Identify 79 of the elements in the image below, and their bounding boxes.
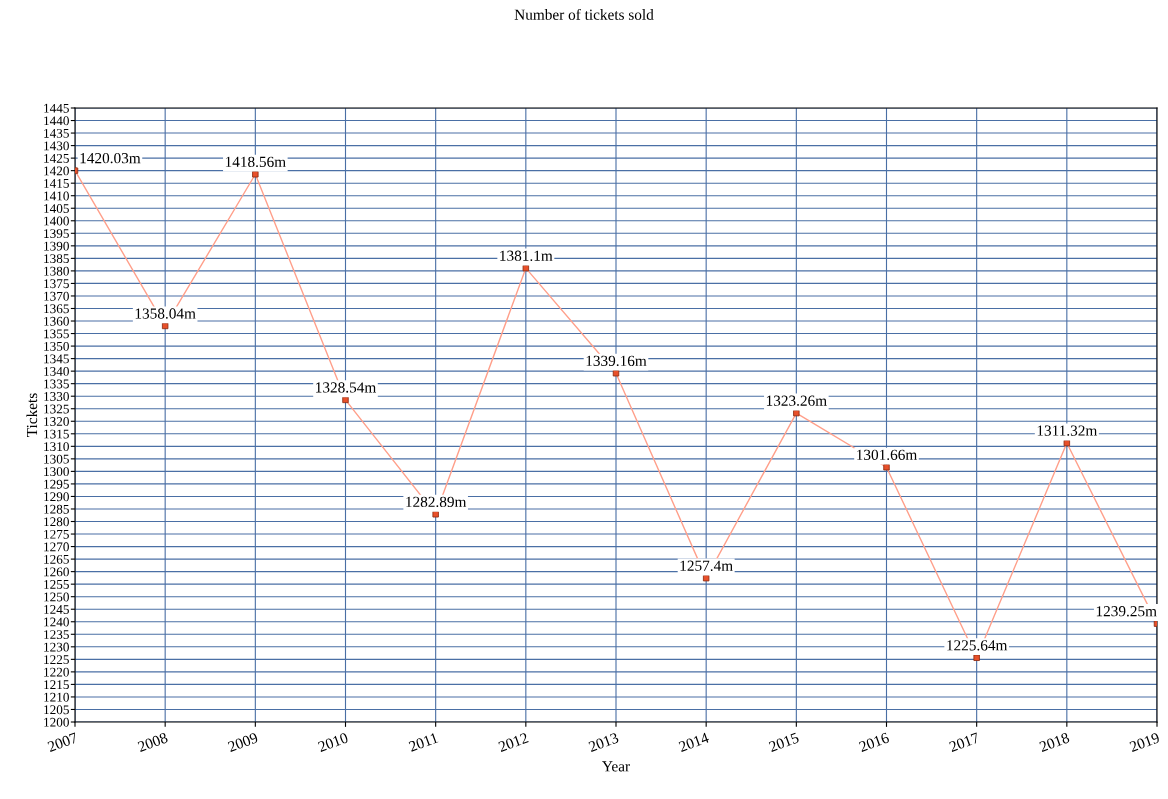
y-tick-label: 1360 [44, 316, 69, 326]
y-tick-label: 1320 [44, 417, 69, 426]
y-tick-label: 1330 [44, 392, 69, 401]
y-tick-label: 1245 [44, 605, 69, 614]
y-tick-label: 1370 [44, 291, 69, 301]
y-tick-label: 1295 [44, 479, 69, 489]
x-tick-label: 2008 [137, 732, 169, 753]
y-tick-label: 1200 [44, 717, 69, 727]
x-tick-label: 2007 [47, 732, 79, 753]
data-label: 1328.54m [316, 382, 377, 393]
x-tick-label: 2013 [588, 732, 620, 753]
y-tick-label: 1215 [44, 680, 69, 690]
y-tick-label: 1440 [44, 116, 69, 126]
y-tick-label: 1365 [44, 304, 69, 314]
y-tick-label: 1265 [44, 554, 69, 564]
y-tick-label: 1435 [44, 128, 69, 138]
y-tick-label: 1350 [44, 341, 69, 351]
data-label: 1381.1m [500, 250, 553, 261]
y-tick-label: 1255 [44, 580, 69, 589]
data-label: 1301.66m [857, 449, 918, 461]
x-axis-title: Year [602, 761, 630, 772]
data-label: 1257.4m [680, 560, 733, 571]
x-tick-label: 2011 [408, 732, 439, 752]
x-tick-label: 2010 [317, 732, 349, 753]
y-tick-label: 1310 [44, 442, 69, 452]
y-tick-label: 1250 [44, 592, 69, 602]
y-tick-label: 1220 [44, 667, 69, 677]
y-tick-label: 1355 [44, 329, 69, 339]
y-tick-label: 1240 [44, 617, 69, 627]
y-tick-label: 1380 [44, 266, 69, 276]
y-tick-label: 1275 [44, 529, 69, 539]
y-tick-label: 1300 [44, 467, 69, 477]
y-tick-label: 1395 [44, 229, 69, 239]
y-tick-label: 1390 [44, 241, 69, 251]
y-tick-label: 1210 [44, 692, 69, 702]
y-tick-label: 1445 [44, 103, 69, 113]
y-tick-label: 1420 [44, 166, 69, 176]
y-tick-label: 1405 [44, 204, 69, 213]
y-tick-label: 1335 [44, 379, 69, 389]
y-tick-label: 1425 [44, 153, 69, 163]
y-tick-label: 1410 [44, 191, 69, 201]
data-label: 1311.32m [1037, 425, 1098, 436]
x-tick-label: 2017 [948, 732, 980, 753]
y-tick-label: 1415 [44, 179, 69, 188]
data-label: 1225.64m [947, 640, 1008, 651]
x-tick-label: 2019 [1129, 732, 1161, 753]
x-tick-label: 2015 [768, 732, 800, 753]
data-label: 1323.26m [766, 395, 827, 406]
y-tick-label: 1315 [44, 429, 69, 439]
y-axis-title: Tickets [26, 393, 38, 437]
data-label: 1418.56m [225, 156, 286, 168]
x-tick-label: 2014 [678, 732, 710, 753]
y-tick-label: 1230 [44, 642, 69, 652]
y-tick-label: 1340 [44, 366, 69, 376]
y-tick-label: 1385 [44, 254, 69, 264]
data-label: 1239.25m [1096, 606, 1157, 617]
y-tick-label: 1280 [44, 517, 69, 527]
data-label: 1420.03m [80, 153, 141, 164]
y-tick-label: 1375 [44, 279, 69, 289]
y-tick-label: 1270 [44, 542, 69, 552]
y-tick-label: 1205 [44, 705, 69, 715]
x-tick-label: 2012 [497, 732, 529, 753]
y-tick-label: 1345 [44, 354, 69, 364]
x-tick-label: 2016 [858, 732, 890, 753]
chart-title: Number of tickets sold [514, 8, 654, 20]
y-tick-label: 1305 [44, 454, 69, 464]
data-label: 1282.89m [406, 496, 467, 508]
y-tick-label: 1430 [44, 141, 69, 151]
y-tick-label: 1400 [44, 216, 69, 226]
y-tick-label: 1260 [44, 567, 69, 577]
y-tick-label: 1225 [44, 655, 69, 665]
data-label: 1339.16m [586, 355, 647, 367]
x-tick-label: 2018 [1038, 732, 1070, 753]
y-tick-label: 1285 [44, 504, 69, 514]
data-label: 1358.04m [135, 308, 196, 319]
y-tick-label: 1325 [44, 404, 69, 414]
y-tick-label: 1290 [44, 492, 69, 502]
y-tick-label: 1235 [44, 630, 69, 639]
x-tick-label: 2009 [227, 732, 259, 753]
